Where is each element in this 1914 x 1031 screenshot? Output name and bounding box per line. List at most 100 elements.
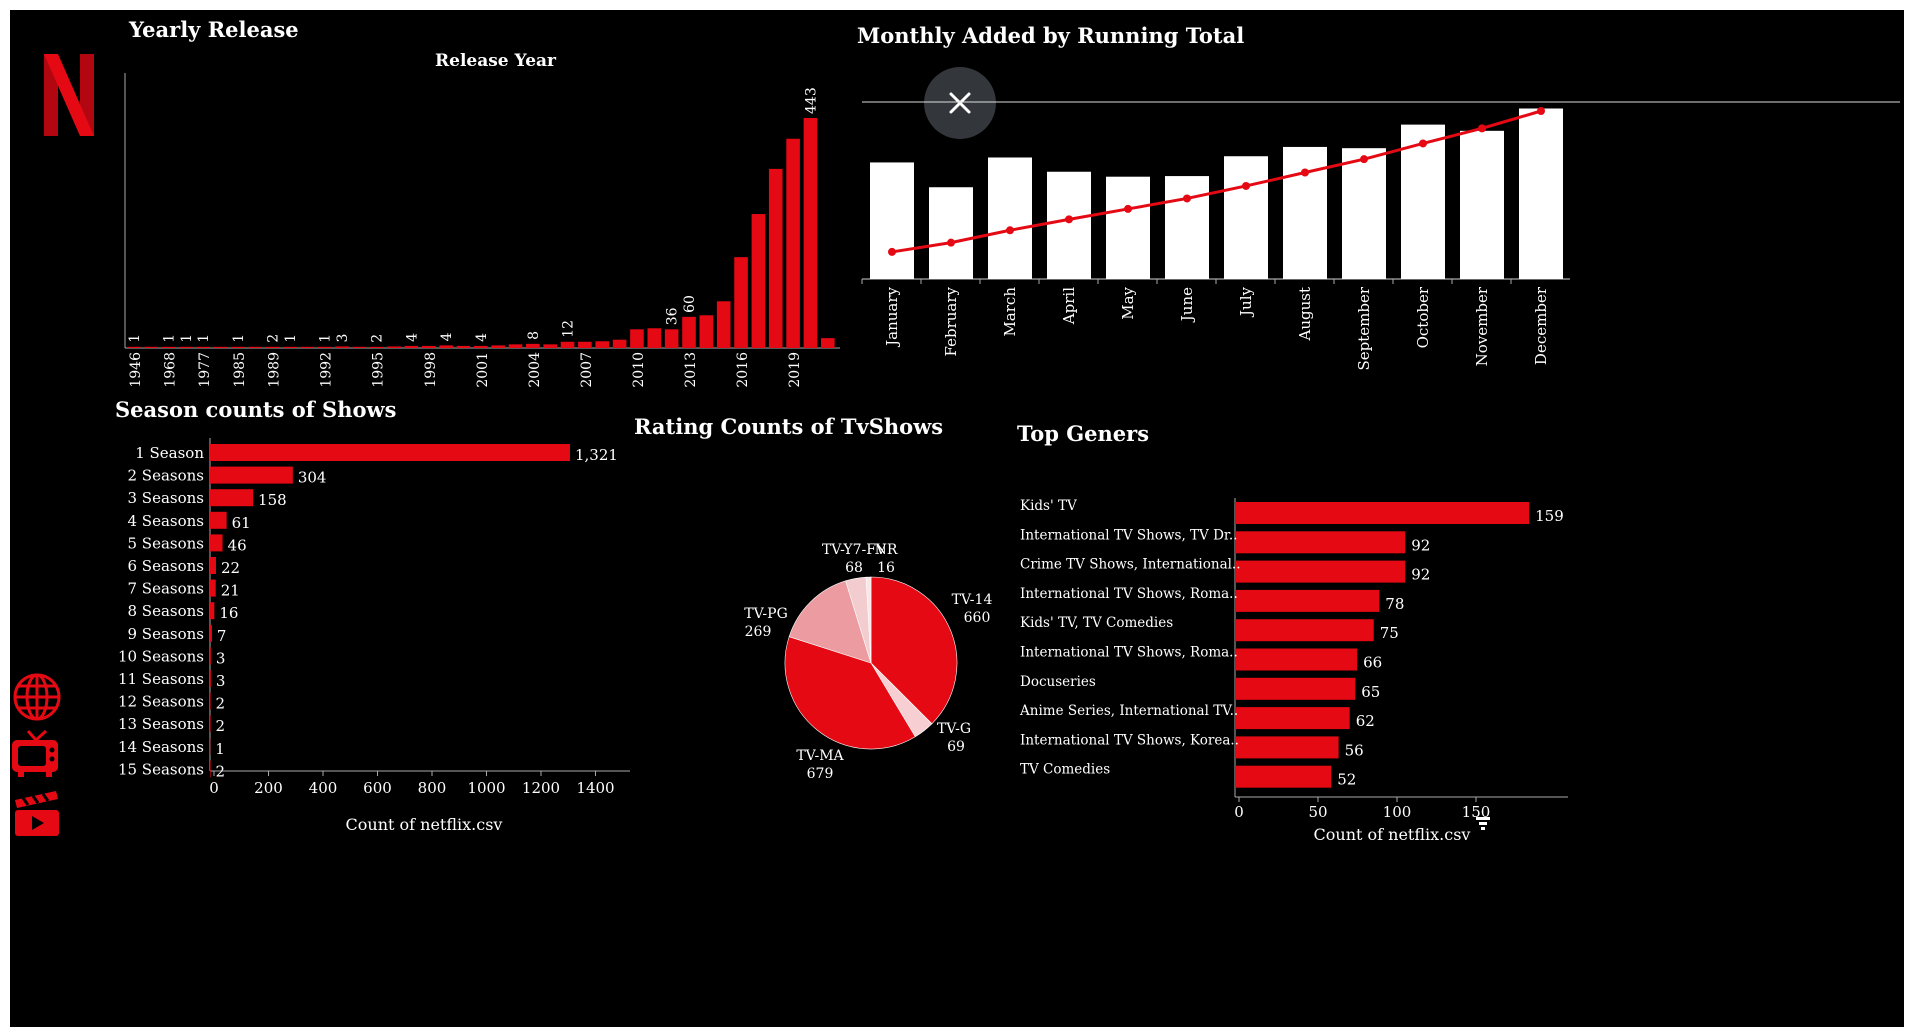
year-bar — [144, 346, 158, 348]
genre-category-label: International TV Shows, Korea.. — [1020, 732, 1239, 748]
genre-value-label: 56 — [1345, 741, 1364, 759]
year-bar — [560, 341, 575, 348]
year-bar — [751, 214, 766, 348]
season-value-label: 61 — [232, 514, 251, 532]
month-label: November — [1473, 286, 1491, 366]
season-category-label: 10 Seasons — [118, 647, 204, 665]
genre-value-label: 92 — [1411, 566, 1430, 584]
year-bar — [213, 346, 228, 348]
x-tick-label: 1989 — [267, 352, 283, 388]
running-total-point — [888, 247, 896, 256]
x-tick-label: 1000 — [467, 779, 505, 797]
month-bar — [1401, 124, 1445, 279]
pie-slice-label: TV-G — [937, 721, 971, 737]
bar-data-label: 1 — [179, 334, 195, 343]
year-bar — [682, 316, 696, 348]
x-tick-label: 600 — [363, 779, 392, 797]
genre-value-label: 78 — [1385, 595, 1404, 613]
season-bar — [210, 511, 227, 529]
pie-slice-value: 679 — [807, 766, 834, 782]
genre-category-label: Docuseries — [1020, 674, 1096, 690]
month-label: September — [1355, 286, 1373, 370]
globe-icon[interactable] — [12, 672, 62, 722]
yearly-release-title: Yearly Release — [129, 17, 299, 42]
x-tick-label: 1200 — [522, 779, 560, 797]
tv-icon[interactable] — [10, 728, 62, 780]
genre-bar — [1235, 560, 1406, 583]
year-bar — [421, 345, 436, 348]
running-total-point — [1537, 107, 1545, 115]
genre-category-label: International TV Shows, Roma.. — [1020, 645, 1238, 661]
year-bar — [231, 346, 245, 348]
x-tick-label: 0 — [1234, 803, 1244, 821]
season-category-label: 2 Seasons — [128, 467, 205, 485]
month-bar — [1519, 108, 1563, 279]
season-category-label: 4 Seasons — [128, 512, 205, 530]
netflix-logo[interactable] — [40, 50, 100, 140]
year-bar — [734, 257, 748, 348]
pie-slice — [870, 576, 958, 725]
season-value-label: 2 — [216, 695, 226, 713]
season-bar — [210, 557, 216, 574]
season-bar — [210, 692, 211, 710]
year-bar — [716, 301, 731, 348]
season-category-label: 6 Seasons — [128, 557, 205, 575]
year-bar — [127, 346, 141, 348]
bar-data-label: 60 — [682, 295, 698, 313]
x-tick-label: 1977 — [197, 352, 213, 388]
bar-data-label: 1 — [127, 334, 143, 343]
x-tick-label: 1400 — [576, 779, 614, 797]
genre-category-label: Crime TV Shows, International.. — [1020, 557, 1241, 573]
season-bar — [210, 466, 293, 484]
season-counts-title: Season counts of Shows — [115, 397, 397, 422]
bar-data-label: 2 — [370, 334, 386, 343]
filter-icon[interactable] — [1475, 815, 1493, 833]
year-bar — [317, 346, 332, 348]
year-bar — [803, 118, 818, 348]
year-bar — [283, 346, 297, 348]
genre-category-label: Anime Series, International TV.. — [1019, 703, 1238, 719]
month-bar — [1047, 171, 1091, 279]
rating-counts-title: Rating Counts of TvShows — [634, 414, 944, 439]
season-category-label: 7 Seasons — [128, 580, 205, 598]
genre-bar — [1235, 765, 1332, 788]
genre-value-label: 159 — [1535, 507, 1564, 525]
genre-category-label: International TV Shows, TV Dr.. — [1020, 527, 1237, 543]
close-button[interactable] — [924, 67, 996, 139]
running-total-point — [1006, 226, 1014, 235]
x-tick-label: 2001 — [475, 352, 491, 388]
year-bar — [786, 138, 800, 348]
x-tick-label: 200 — [254, 779, 283, 797]
season-bar — [210, 489, 254, 507]
genre-value-label: 92 — [1411, 536, 1430, 554]
month-bar — [1224, 156, 1268, 279]
genre-bar — [1235, 531, 1406, 554]
pie-slice-value: 660 — [964, 610, 991, 626]
running-total-point — [1183, 194, 1191, 203]
clapperboard-icon[interactable] — [12, 788, 62, 838]
pie-slice-label: NR — [875, 542, 898, 558]
year-bar — [387, 346, 401, 348]
month-label: December — [1532, 286, 1550, 365]
season-bar — [210, 534, 223, 552]
season-category-label: 14 Seasons — [118, 738, 204, 756]
pie-slice — [788, 580, 872, 664]
season-category-label: 5 Seasons — [128, 534, 205, 552]
year-bar — [664, 329, 679, 348]
top-genres-title: Top Geners — [1017, 421, 1150, 446]
season-bar — [210, 670, 211, 687]
bar-data-label: 1 — [318, 334, 334, 343]
monthly-added-chart: January February March April May June July Augu… — [861, 101, 1900, 371]
bar-data-label: 3 — [335, 334, 351, 343]
bar-data-label: 12 — [561, 320, 577, 338]
month-label: January — [883, 286, 901, 347]
pie-slice-label: TV-PG — [744, 606, 788, 622]
season-category-label: 9 Seasons — [128, 625, 205, 643]
season-value-label: 3 — [216, 649, 226, 667]
season-value-label: 304 — [298, 469, 327, 487]
top-genres-chart: Kids' TV 159 International TV Shows, TV Dr… — [1019, 498, 1568, 844]
genre-category-label: Kids' TV — [1020, 498, 1077, 514]
bar-data-label: 443 — [803, 87, 819, 114]
running-total-point — [1301, 168, 1309, 177]
genre-bar — [1235, 707, 1350, 730]
